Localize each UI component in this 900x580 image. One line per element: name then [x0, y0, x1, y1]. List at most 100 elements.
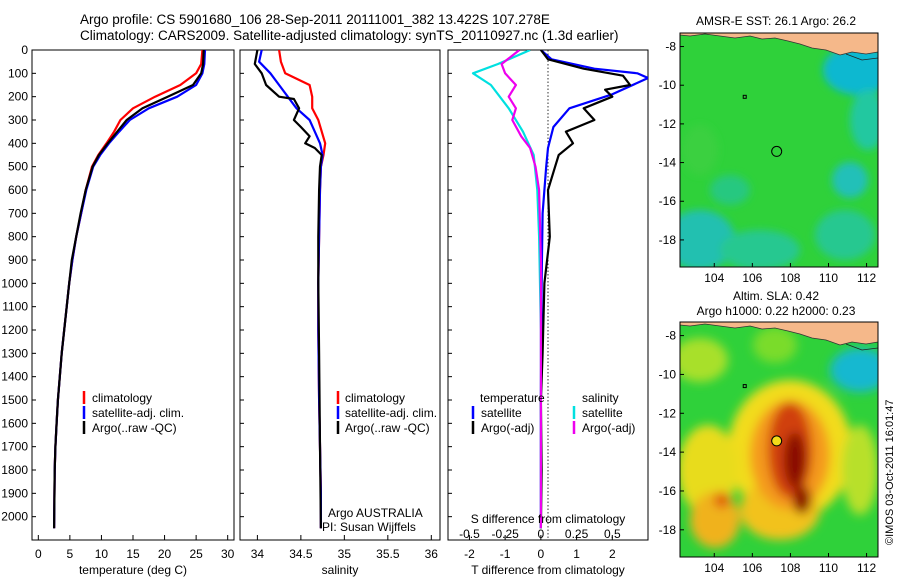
difference-x-ticks: -2 -1 0 1 2 — [448, 49, 616, 561]
s-difference-tick-labels: -0.5 -0.25 0 0.25 0.5 — [459, 527, 621, 541]
sst-land — [680, 33, 878, 56]
sst-map-ticks: 104 106 108 110 112 -8 -10 -12 -14 -16 -18 — [659, 40, 877, 285]
salinity-legend: climatology satellite-adj. clim. Argo(..… — [336, 391, 437, 435]
salinity-x-ticks: 34 34.5 35 35.5 36 — [240, 49, 439, 561]
figure-header: Argo profile: CS 5901680_106 28-Sep-2011… — [80, 12, 619, 44]
sst-map-title: AMSR-E SST: 26.1 Argo: 26.2 — [696, 14, 856, 28]
x-tick-label: 10 — [95, 547, 109, 561]
map-y-tick-label: -14 — [659, 445, 677, 459]
sla-coast-detail — [845, 343, 878, 351]
depth-tick-label: 1600 — [1, 416, 28, 430]
s-tick-label: -0.25 — [491, 527, 519, 541]
salinity-series — [253, 50, 327, 529]
depth-tick-label: 700 — [8, 206, 28, 220]
temperature-x-ticks: 0 5 10 15 20 25 30 — [32, 49, 235, 561]
imos-credit: ©IMOS 03-Oct-2011 16:01:47 — [884, 400, 896, 545]
argo-program-label: Argo AUSTRALIA — [328, 506, 423, 520]
depth-tick-label: 900 — [8, 253, 28, 267]
sla-map-markers — [742, 384, 783, 447]
legend-label-t-satellite: satellite — [481, 406, 522, 420]
s-tick-label: -0.5 — [459, 527, 480, 541]
header-line-2: Climatology: CARS2009. Satellite-adjuste… — [80, 28, 619, 43]
t-difference-x-label: T difference from climatology — [471, 563, 625, 577]
map-x-tick-label: 112 — [857, 561, 876, 575]
difference-panel: -2 -1 0 1 2 T difference from climatology S … — [447, 49, 649, 577]
depth-axis-labels: 0 100 200 300 400 500 600 700 800 900 1000 1100 1200… — [1, 43, 28, 524]
map-y-tick-label: -18 — [659, 233, 677, 247]
depth-tick-label: 1400 — [1, 370, 28, 384]
previous-position-marker — [742, 94, 747, 99]
depth-tick-label: 500 — [8, 160, 28, 174]
depth-tick-label: 1800 — [1, 463, 28, 477]
map-y-tick-label: -10 — [659, 367, 677, 381]
series-line-argo-adj- — [539, 50, 632, 529]
legend-label-satellite-adj: satellite-adj. clim. — [92, 406, 184, 420]
sla-map-title-line2: Argo h1000: 0.22 h2000: 0.23 — [697, 304, 856, 318]
salinity-plot-frame — [239, 49, 441, 541]
map-y-tick-label: -10 — [659, 78, 677, 92]
salinity-panel: 34 34.5 35 35.5 36 salinity climatology sate… — [239, 49, 441, 577]
s-tick-label: 0.25 — [565, 527, 589, 541]
s-tick-label: 0.5 — [604, 527, 621, 541]
map-y-tick-label: -18 — [659, 523, 677, 537]
map-y-tick-label: -12 — [659, 406, 677, 420]
depth-tick-label: 1200 — [1, 323, 28, 337]
depth-tick-label: 100 — [8, 66, 28, 80]
sst-coast-detail — [845, 53, 878, 61]
legend-label-argo: Argo(..raw -QC) — [92, 421, 177, 435]
s-tick-label: 0 — [538, 527, 545, 541]
map-y-tick-label: -8 — [665, 329, 676, 343]
legend-label-argo: Argo(..raw -QC) — [345, 421, 430, 435]
x-tick-label: 15 — [126, 547, 140, 561]
sla-map-frame — [679, 321, 879, 558]
depth-tick-label: 1300 — [1, 346, 28, 360]
sla-map-panel: Altim. SLA: 0.42 Argo h1000: 0.22 h2000:… — [659, 289, 879, 575]
map-x-tick-label: 106 — [742, 561, 762, 575]
x-tick-label: 0 — [538, 547, 545, 561]
sst-field — [680, 33, 878, 267]
temperature-series — [53, 50, 207, 529]
sst-map-frame — [679, 32, 879, 268]
legend-title-salinity: salinity — [582, 391, 619, 405]
depth-tick-label: 1700 — [1, 440, 28, 454]
map-y-tick-label: -16 — [659, 484, 677, 498]
sst-map-panel: AMSR-E SST: 26.1 Argo: 26.2 104 106 108 110… — [659, 14, 879, 285]
salinity-x-label: salinity — [322, 563, 359, 577]
sla-patches — [680, 327, 878, 548]
float-position-marker — [771, 435, 783, 447]
float-position-marker — [771, 145, 783, 157]
legend-label-t-argo: Argo(-adj) — [481, 421, 534, 435]
legend-title-temperature: temperature — [480, 391, 545, 405]
x-tick-label: 20 — [158, 547, 172, 561]
legend-label-climatology: climatology — [92, 391, 152, 405]
pi-name-label: PI: Susan Wijffels — [322, 520, 416, 534]
temperature-legend: climatology satellite-adj. clim. Argo(..… — [82, 391, 184, 435]
depth-tick-label: 1900 — [1, 486, 28, 500]
x-tick-label: 2 — [609, 547, 616, 561]
x-tick-label: 5 — [67, 547, 74, 561]
temperature-x-label: temperature (deg C) — [79, 563, 187, 577]
map-x-tick-label: 110 — [819, 271, 838, 285]
sla-land — [680, 322, 878, 346]
depth-tick-label: 200 — [8, 90, 28, 104]
s-difference-axis-label: S difference from climatology — [471, 512, 626, 526]
map-y-tick-label: -8 — [665, 40, 676, 54]
x-tick-label: -1 — [500, 547, 511, 561]
x-tick-label: 36 — [425, 547, 439, 561]
map-x-tick-label: 112 — [857, 271, 876, 285]
series-line-argo-adj- — [500, 50, 543, 529]
sst-map-markers — [742, 94, 783, 157]
map-x-tick-label: 104 — [704, 271, 724, 285]
sla-map-ticks: 104 106 108 110 112 -8 -10 -12 -14 -16 -18 — [659, 329, 877, 575]
depth-tick-label: 1500 — [1, 393, 28, 407]
depth-tick-label: 1100 — [2, 300, 28, 314]
series-line-argo-raw-qc- — [253, 50, 323, 529]
series-line-argo-raw-qc- — [53, 50, 205, 529]
map-y-tick-label: -12 — [659, 117, 677, 131]
x-tick-label: 35 — [338, 547, 352, 561]
x-tick-label: 0 — [35, 547, 42, 561]
header-line-1: Argo profile: CS 5901680_106 28-Sep-2011… — [80, 12, 550, 27]
legend-label-s-satellite: satellite — [582, 406, 623, 420]
sst-patches — [680, 45, 878, 267]
